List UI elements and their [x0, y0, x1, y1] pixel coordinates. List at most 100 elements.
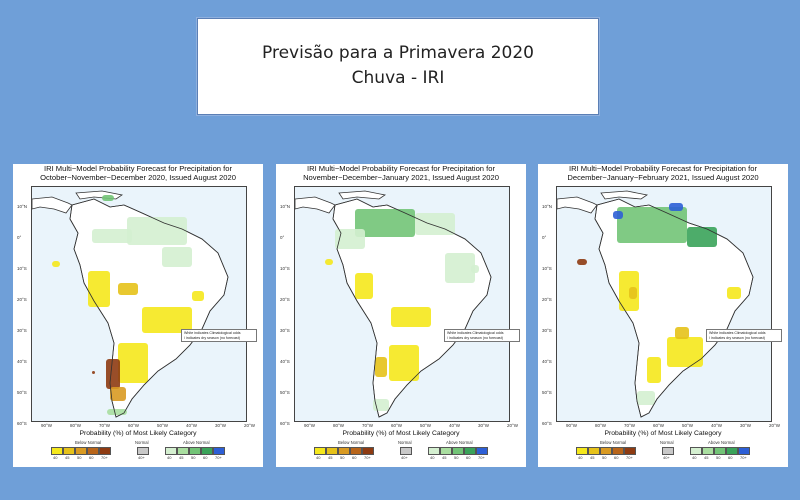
above-normal-tick: 40: [430, 455, 435, 460]
above-normal-tick: 50: [716, 455, 721, 460]
forecast-probability-patch: [118, 283, 138, 295]
above-normal-swatch: [440, 447, 452, 455]
forecast-probability-patch: [88, 271, 110, 307]
above-normal-swatch: [702, 447, 714, 455]
forecast-probability-patch: [675, 327, 689, 339]
below-normal-swatch: [87, 447, 99, 455]
latitude-label: 10°N: [17, 204, 28, 209]
latitude-label: 60°S: [17, 421, 27, 426]
forecast-probability-patch: [415, 213, 455, 235]
above-normal-label: Above Normal: [183, 440, 210, 445]
forecast-probability-patch: [355, 209, 415, 237]
above-normal-tick: 60: [203, 455, 208, 460]
longitude-label: 60°W: [391, 423, 403, 428]
slide-title: Previsão para a Primavera 2020: [262, 43, 534, 63]
below-normal-swatch: [326, 447, 338, 455]
latitude-label: 30°S: [17, 328, 27, 333]
coastline: [332, 198, 492, 418]
forecast-probability-patch: [629, 287, 637, 299]
forecast-probability-patch: [389, 345, 419, 381]
latitude-label: 10°N: [542, 204, 553, 209]
below-normal-swatch: [600, 447, 612, 455]
above-normal-swatch: [690, 447, 702, 455]
dry-season-note: White indicates Climatological odds / ind…: [706, 329, 782, 342]
normal-tick: 40+: [663, 455, 670, 460]
longitude-label: 20°W: [507, 423, 519, 428]
below-normal-tick: 70+: [626, 455, 633, 460]
longitude-label: 50°W: [420, 423, 432, 428]
longitude-label: 70°W: [99, 423, 111, 428]
below-normal-swatch: [576, 447, 588, 455]
forecast-probability-patch: [92, 371, 95, 374]
latitude-label: 10°S: [17, 266, 27, 271]
above-normal-swatch: [714, 447, 726, 455]
longitude-label: 40°W: [186, 423, 198, 428]
note-line1: White indicates Climatological odds: [447, 331, 504, 335]
map-svg: [295, 190, 492, 418]
slide-title-box: Previsão para a Primavera 2020 Chuva - I…: [197, 18, 599, 115]
longitude-label: 30°W: [215, 423, 227, 428]
legend-title: Probability (%) of Most Likely Category: [342, 430, 460, 437]
longitude-label: 30°W: [740, 423, 752, 428]
coastline: [594, 198, 754, 418]
central-america-landmass: [295, 196, 336, 214]
longitude-label: 50°W: [157, 423, 169, 428]
panel-title-line2: October−November−December 2020, Issued A…: [40, 173, 236, 182]
central-america-landmass: [32, 196, 73, 214]
forecast-probability-patch: [192, 291, 204, 301]
longitude-label: 40°W: [449, 423, 461, 428]
above-normal-swatch: [738, 447, 750, 455]
forecast-probability-patch: [110, 387, 126, 401]
panel-title-line2: December−January−February 2021, Issued A…: [567, 173, 759, 182]
below-normal-tick: 45: [65, 455, 70, 460]
forecast-probability-patch: [637, 391, 655, 405]
note-line2: / indicates dry season (no forecast): [709, 335, 765, 340]
below-normal-tick: 50: [602, 455, 607, 460]
forecast-probability-patch: [127, 217, 187, 245]
latitude-label: 40°S: [542, 359, 552, 364]
latitude-label: 50°S: [280, 390, 290, 395]
forecast-map: [294, 186, 510, 422]
below-normal-tick: 60: [614, 455, 619, 460]
below-normal-swatch: [624, 447, 636, 455]
panel-title-line2: November−December−January 2021, Issued A…: [303, 173, 499, 182]
forecast-panel-3: IRI Multi−Model Probability Forecast for…: [538, 164, 788, 467]
above-normal-label: Above Normal: [708, 440, 735, 445]
above-normal-swatch: [428, 447, 440, 455]
below-normal-tick: 50: [77, 455, 82, 460]
normal-swatch: [137, 447, 149, 455]
dry-season-note: White indicates Climatological odds / ind…: [181, 329, 257, 342]
note-line2: / indicates dry season (no forecast): [184, 335, 240, 340]
above-normal-tick: 50: [454, 455, 459, 460]
longitude-label: 40°W: [711, 423, 723, 428]
latitude-label: 50°S: [17, 390, 27, 395]
below-normal-swatch: [63, 447, 75, 455]
longitude-label: 90°W: [566, 423, 578, 428]
below-normal-swatch: [350, 447, 362, 455]
latitude-label: 40°S: [280, 359, 290, 364]
forecast-probability-patch: [669, 203, 683, 211]
latitude-label: 30°S: [542, 328, 552, 333]
below-normal-tick: 60: [352, 455, 357, 460]
above-normal-swatch: [177, 447, 189, 455]
forecast-probability-patch: [142, 307, 192, 333]
above-normal-label: Above Normal: [446, 440, 473, 445]
legend-title: Probability (%) of Most Likely Category: [604, 430, 722, 437]
above-normal-tick: 40: [167, 455, 172, 460]
normal-tick: 40+: [401, 455, 408, 460]
below-normal-tick: 45: [328, 455, 333, 460]
forecast-probability-patch: [106, 359, 120, 389]
forecast-probability-patch: [391, 307, 431, 327]
above-normal-tick: 60: [728, 455, 733, 460]
forecast-probability-patch: [92, 229, 132, 243]
longitude-label: 20°W: [244, 423, 256, 428]
below-normal-swatch: [75, 447, 87, 455]
forecast-probability-patch: [687, 227, 717, 247]
below-normal-tick: 60: [89, 455, 94, 460]
below-normal-tick: 70+: [364, 455, 371, 460]
below-normal-swatch: [51, 447, 63, 455]
above-normal-tick: 45: [704, 455, 709, 460]
above-normal-swatch: [201, 447, 213, 455]
normal-swatch: [400, 447, 412, 455]
below-normal-tick: 40: [53, 455, 58, 460]
